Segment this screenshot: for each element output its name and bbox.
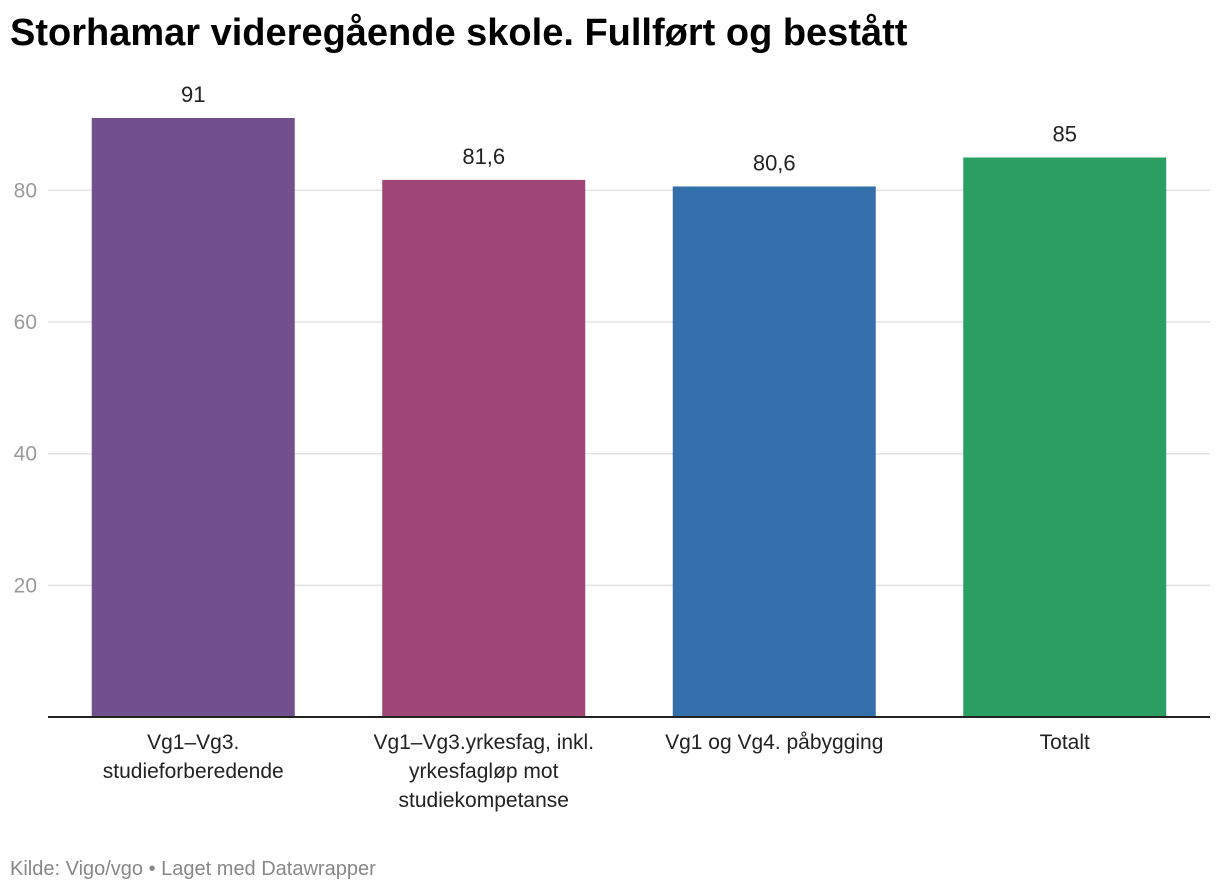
x-category-label-line: studieforberedende xyxy=(103,760,284,783)
bar-4 xyxy=(963,157,1167,717)
data-label-3: 80,6 xyxy=(753,150,796,175)
labels: 20 40 60 80 91 Vg1–Vg3. studieforberedende 81,6… xyxy=(14,82,1090,812)
y-tick-label-80: 80 xyxy=(14,179,37,202)
y-tick-label-20: 20 xyxy=(14,574,37,597)
x-category-label-line: studiekompetanse xyxy=(399,789,569,812)
data-label-4: 85 xyxy=(1053,121,1077,146)
data-label-2: 81,6 xyxy=(462,144,505,169)
x-category-label-1: Vg1–Vg3. studieforberedende xyxy=(103,731,284,783)
x-category-label-line: Totalt xyxy=(1040,731,1090,754)
x-category-label-3: Vg1 og Vg4. påbygging xyxy=(665,731,883,754)
x-category-label-line: Vg1–Vg3.yrkesfag, inkl. xyxy=(373,731,594,754)
bar-3 xyxy=(672,186,876,717)
x-category-label-2: Vg1–Vg3.yrkesfag, inkl. yrkesfagløp mot st… xyxy=(373,731,594,812)
bar-2 xyxy=(382,179,586,717)
bars xyxy=(91,118,1167,717)
chart-title: Storhamar videregående skole. Fullført o… xyxy=(10,12,908,54)
y-tick-label-60: 60 xyxy=(14,311,37,334)
source-note: Kilde: Vigo/vgo • Laget med Datawrapper xyxy=(10,858,376,880)
x-category-label-4: Totalt xyxy=(1040,731,1090,754)
data-label-1: 91 xyxy=(181,82,205,107)
x-category-label-line: yrkesfagløp mot xyxy=(409,760,559,783)
y-tick-label-40: 40 xyxy=(14,443,37,466)
x-category-label-line: Vg1 og Vg4. påbygging xyxy=(665,731,883,754)
bar-1 xyxy=(91,118,295,717)
x-category-label-line: Vg1–Vg3. xyxy=(147,731,239,754)
